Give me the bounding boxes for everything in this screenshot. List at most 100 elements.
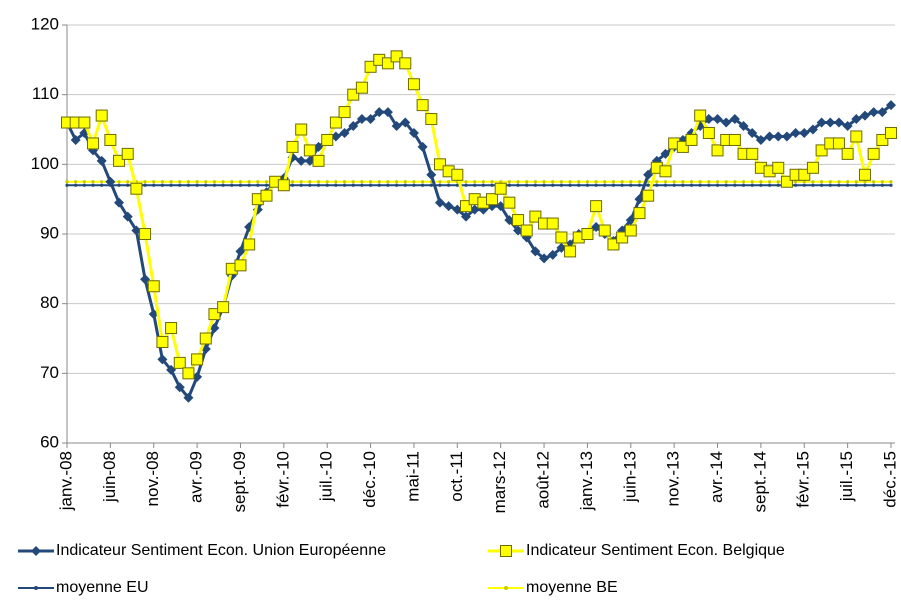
data-point bbox=[121, 147, 134, 160]
legend-marker bbox=[504, 586, 508, 590]
reference-marker bbox=[143, 183, 147, 187]
reference-marker bbox=[342, 183, 347, 187]
reference-marker bbox=[481, 180, 485, 184]
data-point bbox=[546, 217, 559, 230]
reference-marker bbox=[100, 183, 104, 187]
reference-marker bbox=[438, 183, 442, 187]
data-point bbox=[295, 123, 308, 136]
reference-marker bbox=[256, 180, 260, 184]
data-point bbox=[234, 259, 247, 272]
reference-marker bbox=[620, 183, 624, 187]
data-point bbox=[816, 117, 827, 128]
reference-marker bbox=[447, 180, 451, 184]
reference-marker bbox=[221, 180, 225, 184]
data-point bbox=[807, 124, 818, 135]
reference-marker bbox=[663, 180, 668, 184]
legend-marker bbox=[34, 586, 38, 590]
data-point bbox=[781, 131, 792, 142]
data-point bbox=[634, 194, 645, 205]
x-tick-label: août-12 bbox=[534, 451, 553, 509]
data-point bbox=[381, 57, 394, 70]
reference-marker bbox=[880, 180, 884, 184]
reference-marker bbox=[204, 180, 208, 184]
data-point bbox=[78, 116, 91, 129]
x-tick-label: oct.-11 bbox=[447, 451, 466, 502]
data-point bbox=[520, 224, 533, 237]
reference-marker bbox=[316, 183, 321, 187]
reference-marker bbox=[334, 183, 338, 187]
data-point bbox=[208, 308, 221, 321]
data-point bbox=[356, 114, 367, 125]
data-point bbox=[842, 121, 853, 132]
data-point bbox=[886, 100, 896, 111]
reference-marker bbox=[169, 180, 173, 184]
x-tick-label: janv.-08 bbox=[56, 451, 75, 511]
reference-marker bbox=[178, 183, 182, 187]
reference-marker bbox=[698, 183, 702, 187]
reference-marker bbox=[767, 180, 772, 184]
reference-marker bbox=[195, 183, 199, 187]
reference-marker bbox=[377, 180, 381, 184]
reference-marker bbox=[395, 183, 399, 187]
reference-marker bbox=[672, 180, 676, 184]
data-point bbox=[329, 116, 342, 129]
reference-marker bbox=[412, 183, 416, 187]
data-point bbox=[131, 225, 142, 236]
legend-label: moyenne EU bbox=[56, 579, 149, 596]
reference-marker bbox=[733, 183, 737, 187]
x-tick-label: déc.-10 bbox=[360, 451, 379, 508]
reference-marker bbox=[368, 180, 373, 184]
reference-marker bbox=[551, 180, 555, 184]
reference-marker bbox=[611, 183, 616, 187]
data-point bbox=[330, 131, 341, 142]
reference-marker bbox=[750, 180, 754, 184]
reference-marker bbox=[889, 183, 893, 187]
data-point bbox=[243, 238, 256, 251]
legend-marker bbox=[500, 545, 512, 557]
reference-marker bbox=[212, 183, 217, 187]
reference-marker bbox=[525, 180, 529, 184]
reference-marker bbox=[238, 180, 243, 184]
data-point bbox=[235, 246, 246, 257]
data-point bbox=[321, 133, 334, 146]
data-point bbox=[877, 107, 888, 118]
reference-marker bbox=[91, 183, 95, 187]
reference-marker bbox=[247, 183, 251, 187]
data-point bbox=[173, 356, 186, 369]
data-point bbox=[174, 382, 185, 393]
reference-marker bbox=[299, 183, 303, 187]
reference-marker bbox=[863, 183, 867, 187]
x-tick-label: avr.-09 bbox=[187, 451, 206, 503]
x-tick-label: janv.-13 bbox=[577, 451, 596, 511]
data-point bbox=[452, 204, 463, 215]
data-point bbox=[191, 353, 204, 366]
data-point bbox=[374, 107, 385, 118]
y-tick-label: 60 bbox=[40, 432, 59, 451]
data-point bbox=[799, 127, 810, 138]
data-point bbox=[347, 88, 360, 101]
data-point bbox=[616, 231, 629, 244]
data-point bbox=[728, 133, 741, 146]
reference-marker bbox=[733, 180, 737, 184]
data-point bbox=[182, 367, 195, 380]
reference-marker bbox=[525, 183, 529, 187]
data-point bbox=[416, 99, 429, 112]
reference-marker bbox=[533, 183, 537, 187]
reference-marker bbox=[655, 183, 659, 187]
reference-marker bbox=[490, 183, 494, 187]
data-point bbox=[512, 214, 525, 227]
data-point bbox=[729, 114, 740, 125]
y-tick-label: 90 bbox=[40, 223, 59, 242]
data-point bbox=[530, 246, 541, 257]
data-point bbox=[495, 201, 506, 212]
reference-marker bbox=[603, 180, 607, 184]
reference-marker bbox=[490, 180, 494, 184]
reference-marker bbox=[342, 180, 347, 184]
reference-marker bbox=[351, 180, 355, 184]
data-point bbox=[95, 109, 108, 122]
data-point bbox=[633, 207, 646, 220]
reference-marker bbox=[403, 183, 407, 187]
reference-marker bbox=[195, 180, 199, 184]
reference-marker bbox=[74, 180, 78, 184]
data-point bbox=[850, 130, 863, 143]
